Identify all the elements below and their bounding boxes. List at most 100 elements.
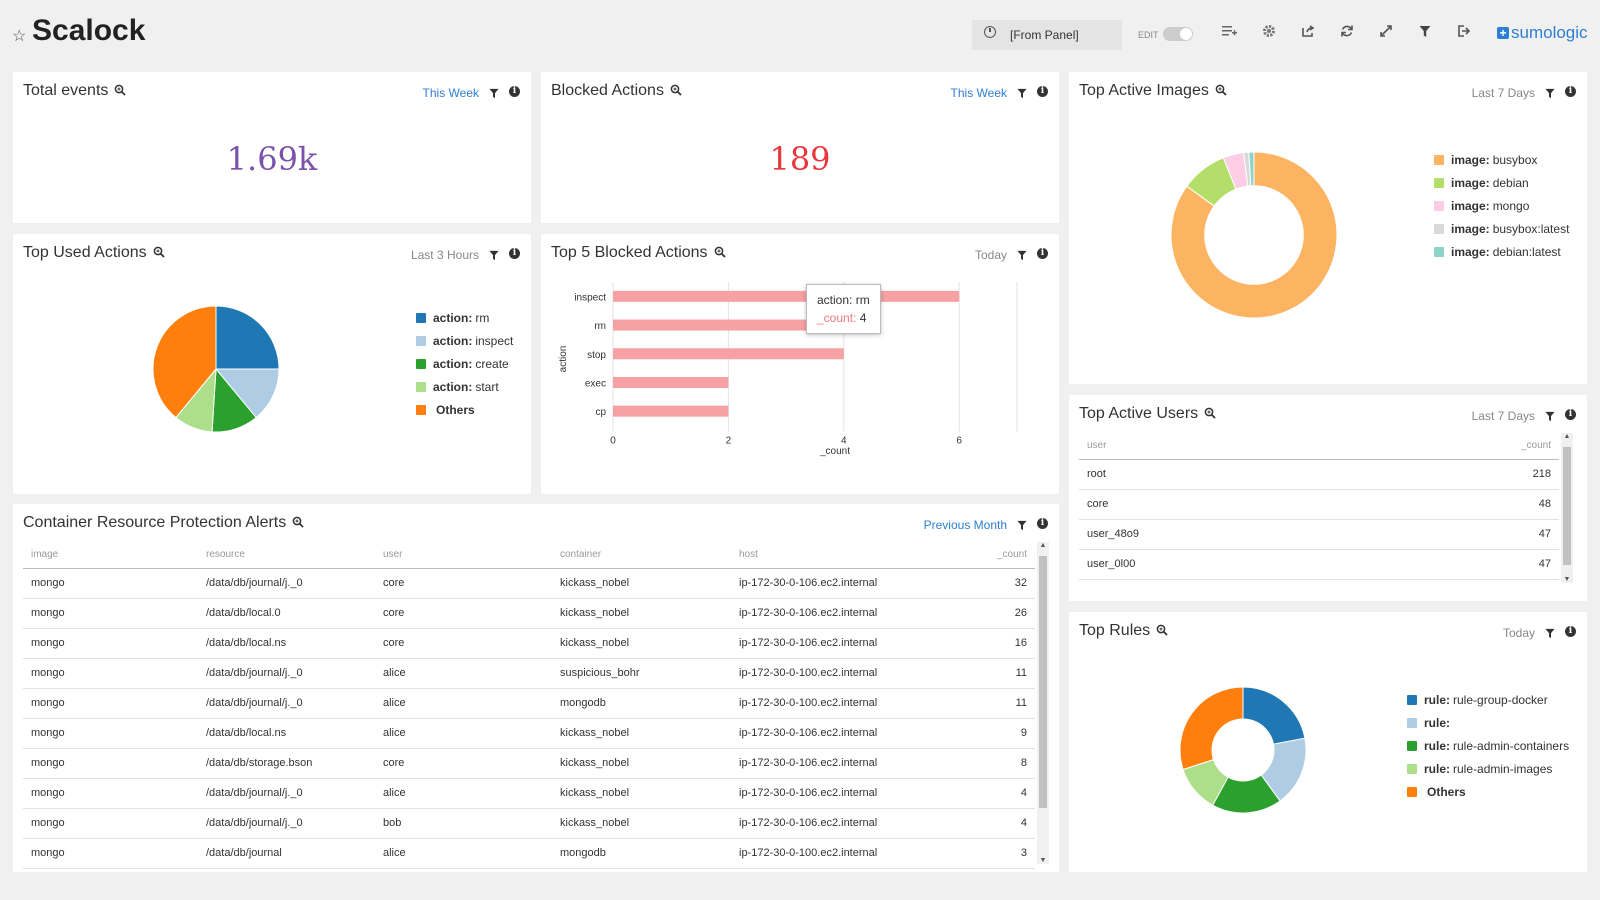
search-icon[interactable] (1204, 406, 1216, 424)
bar-rm[interactable] (613, 319, 844, 331)
bar-inspect[interactable] (613, 290, 960, 302)
info-icon[interactable]: i (1565, 409, 1576, 420)
info-icon[interactable]: i (1565, 626, 1576, 637)
time-range-selector[interactable]: [From Panel] (972, 20, 1122, 50)
legend-item[interactable]: rule: rule-admin-images (1407, 757, 1569, 780)
panel-time-range[interactable]: Previous Month (923, 518, 1007, 532)
table-row[interactable]: mongo/data/db/journal/j._0 core kickass_no… (23, 568, 1035, 599)
legend-item[interactable]: image: busybox (1434, 148, 1569, 171)
fullscreen-icon[interactable] (1376, 24, 1396, 44)
info-icon[interactable]: i (1037, 518, 1048, 529)
panel-time-range[interactable]: Last 7 Days (1471, 86, 1535, 100)
filter-icon[interactable] (489, 86, 499, 99)
refresh-icon[interactable] (1337, 24, 1357, 44)
top5-blocked-bar-chart[interactable]: action _count 0 2 4 6 inspect rm stop exec cp (541, 274, 1059, 474)
search-icon[interactable] (714, 245, 726, 263)
alerts-table-scrollbar[interactable]: ▲ ▼ (1037, 542, 1049, 864)
info-icon[interactable]: i (1037, 86, 1048, 97)
share-icon[interactable] (1298, 24, 1318, 44)
edit-toggle[interactable] (1163, 27, 1193, 41)
filter-icon[interactable] (1017, 248, 1027, 261)
legend-item[interactable]: Others (1407, 780, 1569, 803)
filter-icon[interactable] (1017, 518, 1027, 531)
scroll-down-arrow-icon[interactable]: ▼ (1039, 857, 1047, 864)
legend-item[interactable]: Others (416, 398, 513, 421)
filter-icon[interactable] (489, 248, 499, 261)
add-panel-icon[interactable] (1219, 24, 1239, 44)
legend-item[interactable]: rule: rule-admin-containers (1407, 734, 1569, 757)
filter-icon[interactable] (1545, 86, 1555, 99)
pie-slice-inspect[interactable] (214, 368, 280, 419)
search-icon[interactable] (670, 83, 682, 101)
users-table-scrollbar[interactable]: ▲ ▼ (1561, 433, 1573, 583)
info-icon[interactable]: i (1037, 248, 1048, 259)
top-rules-donut-chart[interactable] (1178, 685, 1308, 815)
table-row[interactable]: mongo/data/db/storage.bson core kickass_no… (23, 748, 1035, 779)
legend-item[interactable]: action: start (416, 375, 513, 398)
panel-time-range[interactable]: Last 3 Hours (410, 248, 479, 262)
legend-item[interactable]: image: debian (1434, 171, 1569, 194)
panel-time-range[interactable]: Today (1502, 626, 1535, 640)
gear-icon[interactable] (1259, 24, 1279, 44)
filter-icon[interactable] (1415, 24, 1435, 44)
table-row[interactable]: mongo/data/db/local.ns alice kickass_nobel… (23, 718, 1035, 749)
table-row[interactable]: mongo/data/db/journal/j._0 alice mongodb ip… (23, 688, 1035, 719)
panel-time-range[interactable]: This Week (422, 86, 479, 100)
legend-item[interactable]: action: create (416, 352, 513, 375)
panel-time-range[interactable]: Last 7 Days (1471, 409, 1535, 423)
table-row[interactable]: root 218 (1079, 459, 1559, 490)
table-row[interactable]: mongo/data/db/journal alice mongodb ip-172-… (23, 838, 1035, 869)
top-active-images-donut-chart[interactable] (1169, 150, 1339, 320)
legend-item[interactable]: image: debian:latest (1434, 240, 1569, 263)
legend-item[interactable]: action: inspect (416, 329, 513, 352)
scrollbar-thumb[interactable] (1563, 447, 1571, 565)
panel-time-range[interactable]: This Week (950, 86, 1007, 100)
search-icon[interactable] (1215, 83, 1227, 101)
search-icon[interactable] (1156, 623, 1168, 641)
info-icon[interactable]: i (1565, 86, 1576, 97)
column-header-image[interactable]: image (23, 542, 198, 569)
exit-icon[interactable] (1454, 24, 1474, 44)
column-header-user[interactable]: user (375, 542, 552, 569)
favorite-star-icon[interactable]: ☆ (12, 28, 27, 45)
legend-item[interactable]: action: rm (416, 306, 513, 329)
top-used-actions-pie-chart[interactable] (151, 304, 281, 434)
pie-slice-others[interactable] (152, 305, 217, 419)
table-row[interactable]: mongo/data/db/local.0 core kickass_nobel ip… (23, 598, 1035, 629)
info-icon[interactable]: i (509, 86, 520, 97)
column-header-host[interactable]: host (731, 542, 961, 569)
legend-item[interactable]: image: busybox:latest (1434, 217, 1569, 240)
table-row[interactable]: user_48o9 47 (1079, 519, 1559, 550)
bar-exec[interactable] (613, 376, 729, 388)
legend-item[interactable]: rule: rule-group-docker (1407, 688, 1569, 711)
scroll-down-arrow-icon[interactable]: ▼ (1563, 576, 1571, 583)
table-row[interactable]: mongo/data/db/journal/j._0 bob kickass_nob… (23, 808, 1035, 839)
table-row[interactable]: user_0l00 47 (1079, 549, 1559, 580)
search-icon[interactable] (153, 245, 165, 263)
column-header-resource[interactable]: resource (198, 542, 375, 569)
panel-time-range[interactable]: Today (974, 248, 1007, 262)
filter-icon[interactable] (1017, 86, 1027, 99)
table-row[interactable]: core 48 (1079, 489, 1559, 520)
scroll-up-arrow-icon[interactable]: ▲ (1039, 542, 1047, 549)
bar-cp[interactable] (613, 405, 729, 417)
legend-item[interactable]: image: mongo (1434, 194, 1569, 217)
column-header-count[interactable]: _count (961, 542, 1035, 569)
search-icon[interactable] (292, 515, 304, 533)
column-header-user[interactable]: user (1079, 433, 1351, 460)
bar-stop[interactable] (613, 348, 844, 360)
scrollbar-thumb[interactable] (1039, 556, 1047, 808)
table-row[interactable]: mongo/data/db/journal/j._0 alice kickass_n… (23, 778, 1035, 809)
scroll-up-arrow-icon[interactable]: ▲ (1563, 433, 1571, 440)
legend-item[interactable]: rule: (1407, 711, 1569, 734)
filter-icon[interactable] (1545, 409, 1555, 422)
column-header-container[interactable]: container (552, 542, 731, 569)
table-row[interactable]: mongo/data/db/journal/j._0 alice suspiciou… (23, 658, 1035, 689)
pie-slice-rm[interactable] (215, 305, 280, 370)
info-icon[interactable]: i (509, 248, 520, 259)
table-row[interactable]: mongo/data/db/local.ns core kickass_nobel i… (23, 628, 1035, 659)
pie-slice-rule-admin-containers[interactable] (1211, 749, 1281, 814)
column-header-count[interactable]: _count (1350, 433, 1559, 460)
search-icon[interactable] (114, 83, 127, 101)
filter-icon[interactable] (1545, 626, 1555, 639)
